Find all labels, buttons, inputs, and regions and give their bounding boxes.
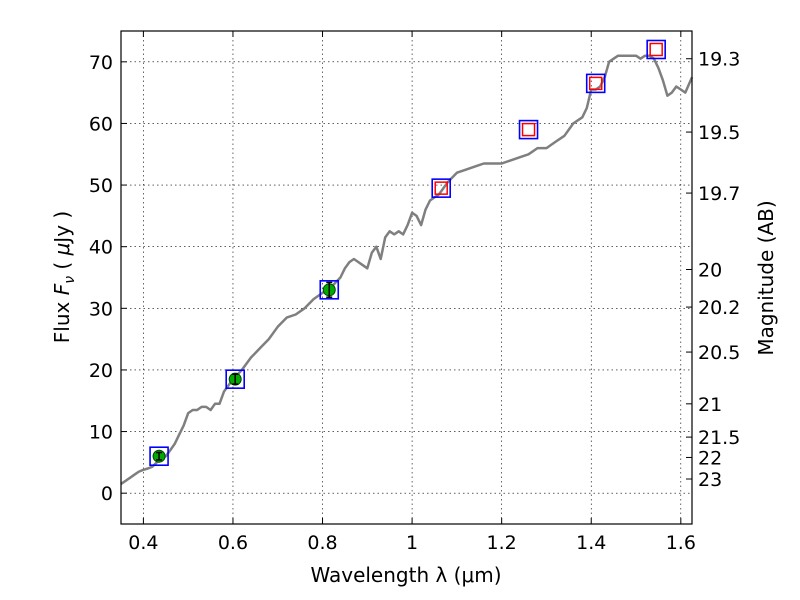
ticks: 0.4 0.6 0.8 1 1.2 1.4 1.6 0 10 20 30 40 50 60 70 19.3 19…: [89, 31, 740, 554]
y-tick-label: 70: [89, 52, 113, 74]
model-flux-square: [225, 369, 245, 389]
y-axis-label: Flux Fν ( μJy ): [50, 211, 78, 343]
right-tick-label: 23: [698, 469, 722, 491]
y-tick-label: 0: [101, 483, 113, 505]
x-tick-label: 1: [406, 532, 418, 554]
y-tick-label: 30: [89, 298, 113, 320]
predicted-flux-square: [434, 181, 448, 195]
predicted-flux-square: [649, 42, 663, 57]
right-tick-label: 20: [698, 259, 722, 281]
right-tick-label: 19.3: [698, 49, 740, 71]
marker-layer: [149, 39, 666, 467]
right-tick-label: 22: [698, 447, 722, 469]
right-tick-label: 21.5: [698, 427, 740, 449]
predicted-flux-square: [521, 122, 536, 137]
model-flux-square: [585, 73, 606, 94]
y-tick-label: 60: [89, 113, 113, 135]
model-flux-square: [431, 178, 452, 198]
y-tick-label: 20: [89, 360, 113, 382]
x-axis-label: Wavelength λ (μm): [310, 563, 501, 587]
model-flux-square: [518, 119, 539, 140]
x-tick-label: 0.4: [128, 532, 158, 554]
right-axis-label: Magnitude (AB): [754, 200, 778, 355]
model-flux-square: [149, 446, 169, 467]
spectrum-layer: [120, 54, 694, 485]
x-tick-label: 1.4: [576, 532, 606, 554]
right-tick-label: 20.2: [698, 297, 740, 319]
model-flux-square: [319, 280, 340, 300]
model-flux-square: [646, 39, 666, 60]
x-tick-label: 0.8: [307, 532, 337, 554]
right-tick-label: 20.5: [698, 342, 740, 364]
x-tick-label: 1.6: [666, 532, 696, 554]
y-tick-label: 10: [89, 422, 113, 444]
plot-frame: [120, 30, 693, 525]
x-tick-label: 1.2: [487, 532, 517, 554]
spectrum-line: [120, 54, 694, 485]
x-tick-label: 0.6: [218, 532, 248, 554]
right-tick-label: 19.7: [698, 183, 740, 205]
grid: [121, 31, 692, 524]
right-tick-label: 19.5: [698, 122, 740, 144]
y-tick-label: 50: [89, 175, 113, 197]
y-tick-label: 40: [89, 237, 113, 259]
predicted-flux-square: [588, 76, 603, 91]
right-tick-label: 21: [698, 394, 722, 416]
